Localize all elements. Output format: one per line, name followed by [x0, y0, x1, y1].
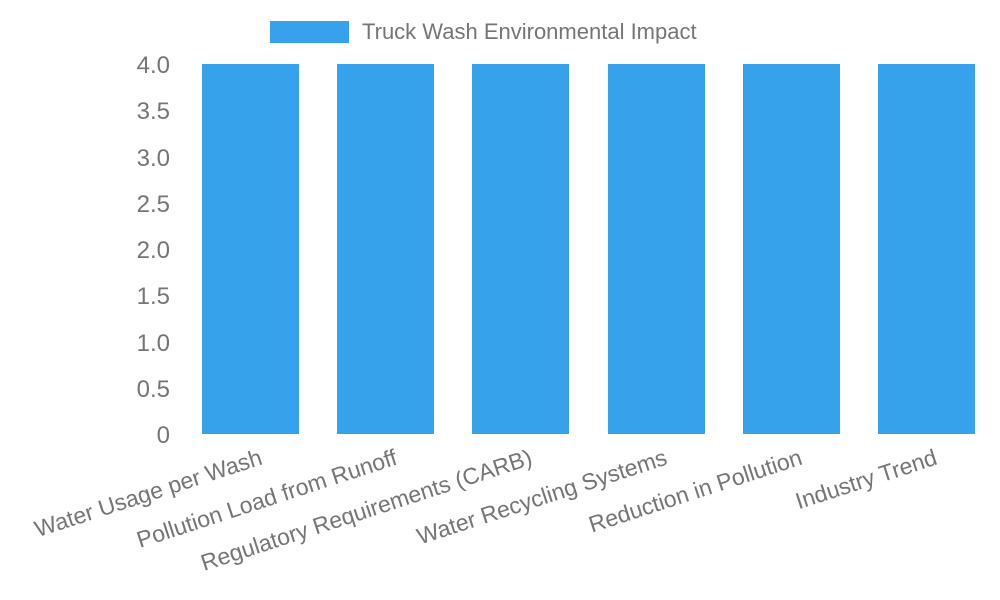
bar — [877, 64, 975, 434]
legend-label: Truck Wash Environmental Impact — [362, 19, 697, 44]
legend-swatch — [270, 21, 349, 43]
chart-legend: Truck Wash Environmental Impact — [270, 19, 697, 45]
bar — [607, 64, 705, 434]
bar — [202, 64, 300, 434]
bar — [742, 64, 840, 434]
bar — [472, 64, 570, 434]
y-tick-label: 3.0 — [136, 144, 170, 172]
y-tick-label: 3.5 — [136, 98, 170, 126]
y-tick-label: 1.5 — [136, 283, 170, 311]
y-tick-label: 0.5 — [136, 375, 170, 403]
y-tick-label: 2.0 — [136, 237, 170, 264]
y-tick-label: 4.0 — [136, 52, 170, 79]
bar — [337, 64, 435, 434]
y-tick-label: 0 — [156, 422, 170, 449]
y-tick-label: 2.5 — [136, 190, 170, 218]
y-tick-label: 1.0 — [136, 329, 170, 357]
